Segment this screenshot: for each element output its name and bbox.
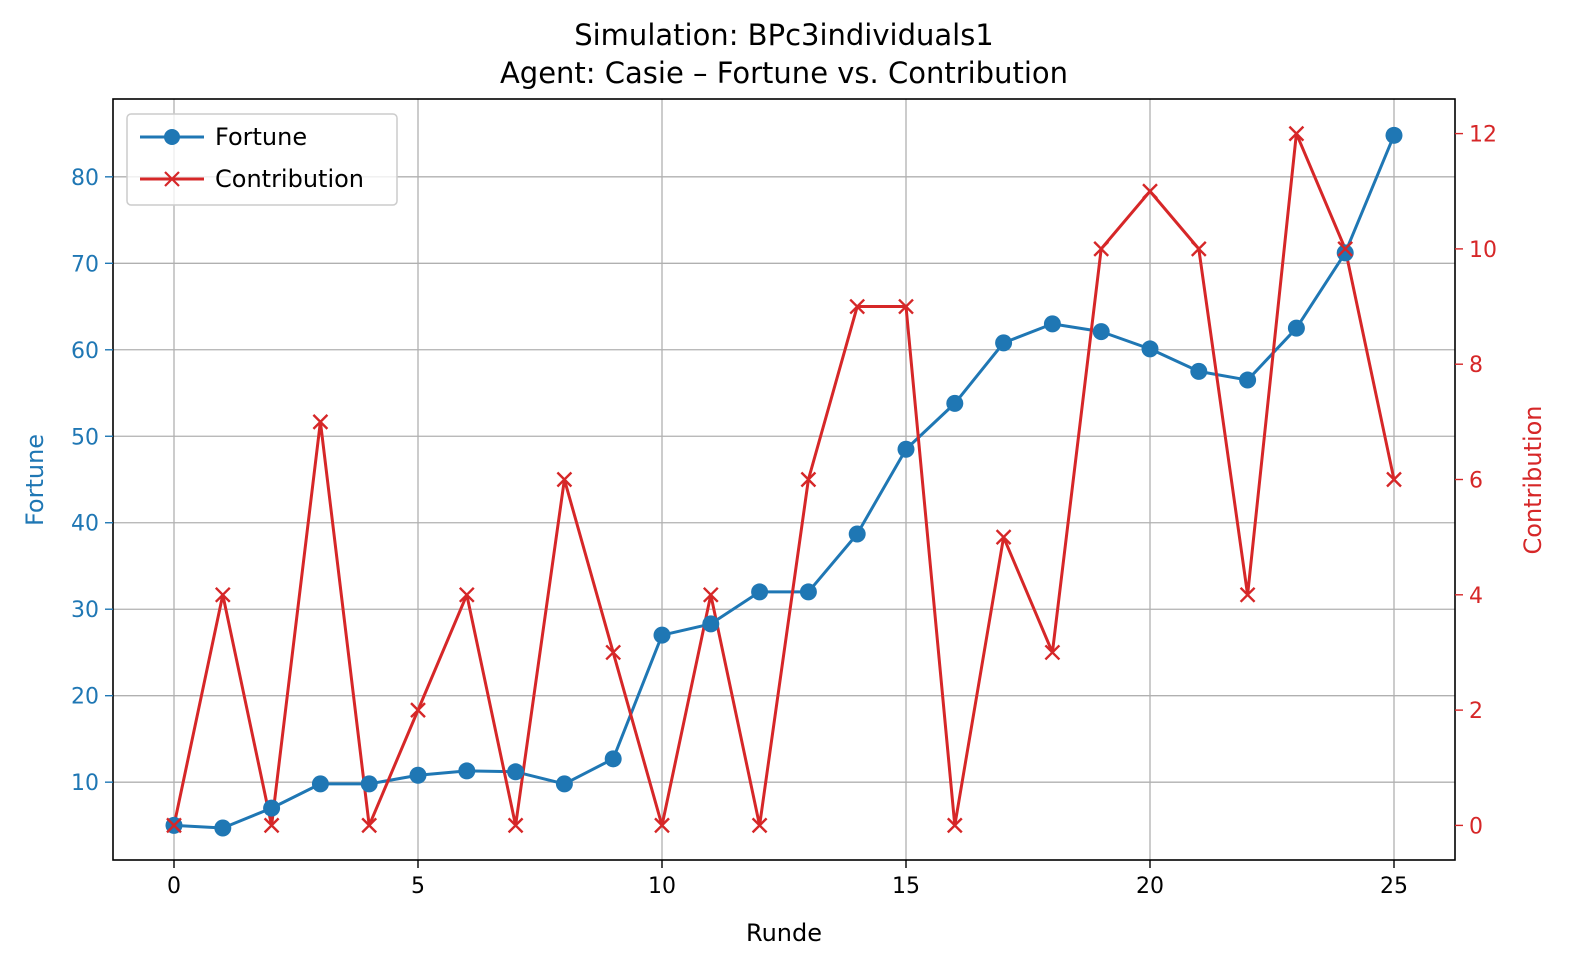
fortune-point (1141, 340, 1159, 358)
contribution-point (361, 817, 378, 834)
right-y-tick-label: 6 (1469, 469, 1483, 494)
chart-title: Simulation: BPc3individuals1 (574, 18, 994, 52)
contribution-point (1239, 586, 1256, 603)
left-y-tick-label: 30 (71, 598, 99, 623)
contribution-point (1337, 241, 1354, 257)
contribution-point (849, 298, 866, 315)
fortune-point (1239, 371, 1257, 389)
right-y-tick-label: 12 (1469, 123, 1497, 148)
fortune-point (995, 334, 1013, 352)
x-tick-label: 15 (892, 874, 920, 899)
fortune-point (409, 766, 427, 784)
chart-subtitle: Agent: Casie – Fortune vs. Contribution (500, 56, 1068, 90)
fortune-point (848, 525, 866, 543)
fortune-point (653, 626, 671, 644)
x-tick-label: 10 (648, 874, 676, 899)
contribution-point (898, 298, 914, 315)
fortune-point (1336, 244, 1354, 262)
left-y-tick-label: 70 (71, 252, 99, 277)
contribution-point (1386, 471, 1402, 488)
left-y-tick-label: 20 (71, 685, 99, 710)
legend-contribution-label: Contribution (215, 165, 364, 193)
left-y-tick-label: 60 (71, 339, 99, 364)
contribution-point (995, 529, 1012, 545)
left-y-tick-label: 40 (71, 512, 99, 537)
fortune-point (897, 440, 915, 458)
legend-fortune-label: Fortune (215, 123, 307, 151)
fortune-point (214, 819, 232, 837)
contribution-point (312, 413, 329, 430)
x-tick-label: 20 (1136, 874, 1164, 899)
fortune-point (1043, 315, 1061, 333)
contribution-point (800, 471, 817, 488)
contribution-point (214, 586, 231, 603)
right-y-tick-label: 4 (1469, 584, 1483, 609)
left-y-tick-label: 10 (71, 771, 99, 796)
fortune-point (458, 762, 476, 780)
contribution-point (751, 817, 768, 834)
fortune-point (360, 775, 378, 793)
x-tick-label: 5 (411, 874, 425, 899)
right-y-tick-label: 8 (1469, 353, 1483, 378)
right-axis-label: Contribution (1519, 405, 1547, 554)
fortune-point (311, 775, 329, 793)
contribution-point (1093, 241, 1110, 257)
contribution-point (410, 702, 426, 718)
contribution-line (172, 132, 1396, 827)
right-y-tick-label: 10 (1469, 238, 1497, 263)
axis-ticks: 0 5 10 15 20 25 10 20 30 40 50 60 70 80 0 2 4 6 8 10 12 (71, 123, 1497, 899)
legend: Fortune Contribution (126, 113, 398, 206)
fortune-point (1092, 323, 1110, 341)
plot-series (165, 125, 1403, 837)
fortune-point (702, 615, 720, 633)
contribution-point (1190, 241, 1207, 257)
legend-fortune-marker (164, 129, 180, 145)
x-tick-label: 0 (167, 874, 181, 899)
fortune-point (946, 394, 964, 412)
contribution-point (263, 817, 280, 834)
fortune-point (1287, 319, 1305, 337)
right-y-tick-label: 2 (1469, 699, 1483, 724)
fortune-point (1385, 126, 1403, 144)
fortune-point (263, 799, 281, 817)
contribution-point (556, 471, 573, 488)
contribution-point (1288, 125, 1305, 142)
left-y-tick-label: 50 (71, 425, 99, 450)
contribution-point (946, 817, 963, 834)
fortune-point (1190, 362, 1208, 380)
contribution-point (458, 586, 475, 603)
fortune-point (799, 583, 817, 601)
contribution-point (605, 644, 622, 661)
contribution-point (702, 586, 719, 603)
right-y-tick-label: 0 (1469, 814, 1483, 839)
left-y-tick-label: 80 (71, 166, 99, 191)
contribution-point (1142, 183, 1158, 200)
fortune-point (604, 750, 622, 768)
contribution-point (507, 817, 524, 834)
left-axis-label: Fortune (21, 434, 49, 526)
fortune-point (751, 583, 769, 601)
contribution-point (166, 817, 182, 834)
grid-lines (113, 99, 1455, 860)
fortune-point (507, 763, 525, 781)
legend-contribution-marker (164, 171, 180, 187)
contribution-point (654, 817, 670, 834)
x-tick-label: 25 (1380, 874, 1408, 899)
fortune-point (555, 775, 573, 793)
contribution-point (1044, 644, 1061, 661)
x-axis-label: Runde (746, 919, 822, 947)
